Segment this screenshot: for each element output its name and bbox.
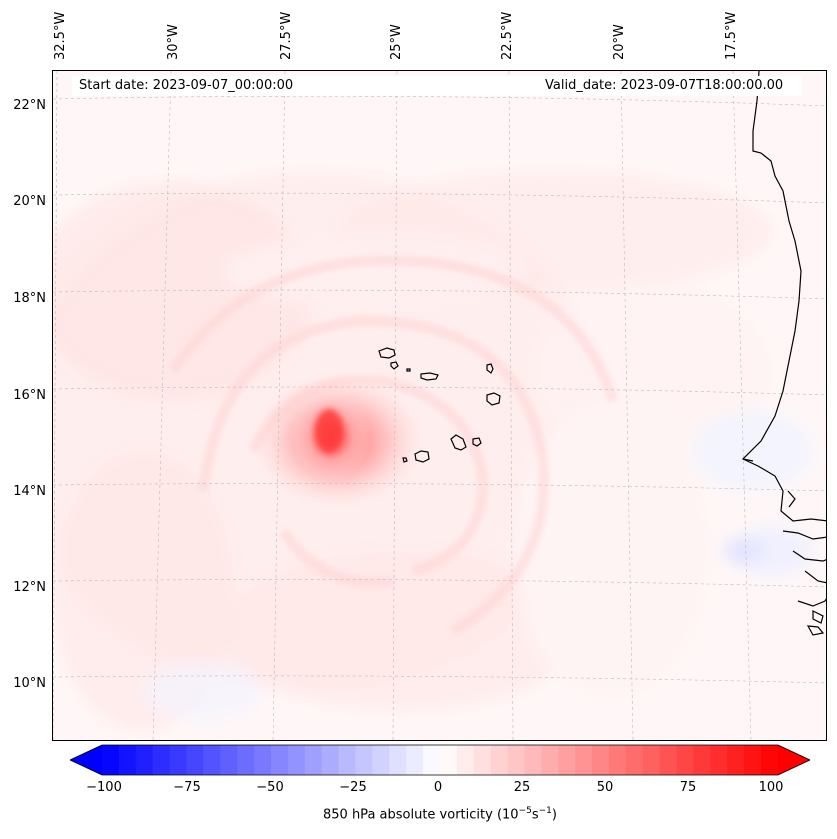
colorbar-segment <box>152 745 171 775</box>
colorbar-segment <box>490 745 509 775</box>
colorbar-segment <box>118 745 137 775</box>
colorbar-tick-100: 100 <box>758 780 784 795</box>
colorbar-segment <box>321 745 340 775</box>
colorbar-segment <box>271 745 289 775</box>
colorbar-segment <box>423 745 441 775</box>
colorbar <box>70 744 810 776</box>
colorbar-segment <box>102 745 120 775</box>
caption-mid: s <box>531 807 539 823</box>
colorbar-segment <box>338 745 356 775</box>
lat-label-14n: 14°N <box>13 484 46 499</box>
colorbar-segment <box>473 745 492 775</box>
lon-label-27-5w: 27.5°W <box>279 11 294 60</box>
colorbar-tick-0: 0 <box>433 780 443 795</box>
colorbar-segment <box>625 745 644 775</box>
colorbar-segment <box>203 745 221 775</box>
header-strip <box>72 76 802 96</box>
colorbar-segment <box>287 745 306 775</box>
colorbar-segment <box>406 745 424 775</box>
colorbar-segment <box>389 745 407 775</box>
colorbar-segment <box>727 745 745 775</box>
colorbar-segment <box>744 745 762 775</box>
colorbar-segment <box>507 745 525 775</box>
lon-label-20w: 20°W <box>612 24 627 60</box>
lat-label-20n: 20°N <box>13 194 46 209</box>
colorbar-outline <box>70 744 810 776</box>
colorbar-segment <box>237 745 255 775</box>
start-date-label: Start date: 2023-09-07_00:00:00 <box>79 78 294 93</box>
map-panel[interactable] <box>52 70 827 741</box>
colorbar-tick-neg100: −100 <box>86 780 122 795</box>
colorbar-segment <box>710 745 728 775</box>
colorbar-segment <box>541 745 559 775</box>
lat-label-12n: 12°N <box>13 580 46 595</box>
colorbar-segment <box>169 745 187 775</box>
colorbar-caption: 850 hPa absolute vorticity (10−5s−1) <box>0 806 837 822</box>
africa-coastline <box>741 71 826 636</box>
lon-label-17-5w: 17.5°W <box>724 11 739 60</box>
colorbar-segment <box>642 745 661 775</box>
colorbar-segment <box>186 745 204 775</box>
colorbar-segment <box>659 745 678 775</box>
caption-exp2: −1 <box>538 806 552 816</box>
vortex-core <box>248 371 428 511</box>
colorbar-tick-50: 50 <box>596 780 614 795</box>
lon-label-25w: 25°W <box>389 24 404 60</box>
caption-end: ) <box>551 807 557 823</box>
colorbar-segment <box>693 745 711 775</box>
valid-date-label: Valid_date: 2023-09-07T18:00:00.00 <box>545 78 784 93</box>
caption-exp1: −5 <box>518 806 532 816</box>
lon-label-22-5w: 22.5°W <box>500 11 515 60</box>
colorbar-segment <box>304 745 323 775</box>
colorbar-segment <box>676 745 694 775</box>
colorbar-segment <box>456 745 475 775</box>
colorbar-tick-neg75: −75 <box>173 780 201 795</box>
colorbar-segment <box>609 745 627 775</box>
lat-label-16n: 16°N <box>13 388 46 403</box>
colorbar-tick-neg25: −25 <box>339 780 367 795</box>
colorbar-segment <box>524 745 542 775</box>
colorbar-segment <box>440 745 458 775</box>
colorbar-tick-25: 25 <box>513 780 531 795</box>
colorbar-extend-min <box>70 745 102 775</box>
lat-label-10n: 10°N <box>13 676 46 691</box>
caption-main: 850 hPa absolute vorticity (10 <box>323 807 519 823</box>
lat-label-18n: 18°N <box>13 291 46 306</box>
colorbar-segment <box>558 745 576 775</box>
colorbar-segment <box>135 745 154 775</box>
colorbar-segment <box>372 745 390 775</box>
lon-label-32-5w: 32.5°W <box>53 11 68 60</box>
colorbar-segment <box>592 745 610 775</box>
colorbar-segment <box>355 745 373 775</box>
colorbar-segment <box>575 745 593 775</box>
colorbar-segment <box>254 745 272 775</box>
field-bands <box>53 171 813 731</box>
cape-verde-islands <box>378 347 501 463</box>
colorbar-tick-neg50: −50 <box>256 780 284 795</box>
lon-label-30w: 30°W <box>166 24 181 60</box>
colorbar-extend-max <box>778 745 810 775</box>
vorticity-field <box>53 71 826 740</box>
colorbar-segment <box>220 745 238 775</box>
colorbar-tick-75: 75 <box>679 780 697 795</box>
gridlines <box>53 71 826 740</box>
colorbar-segment <box>761 745 779 775</box>
lat-label-22n: 22°N <box>13 98 46 113</box>
